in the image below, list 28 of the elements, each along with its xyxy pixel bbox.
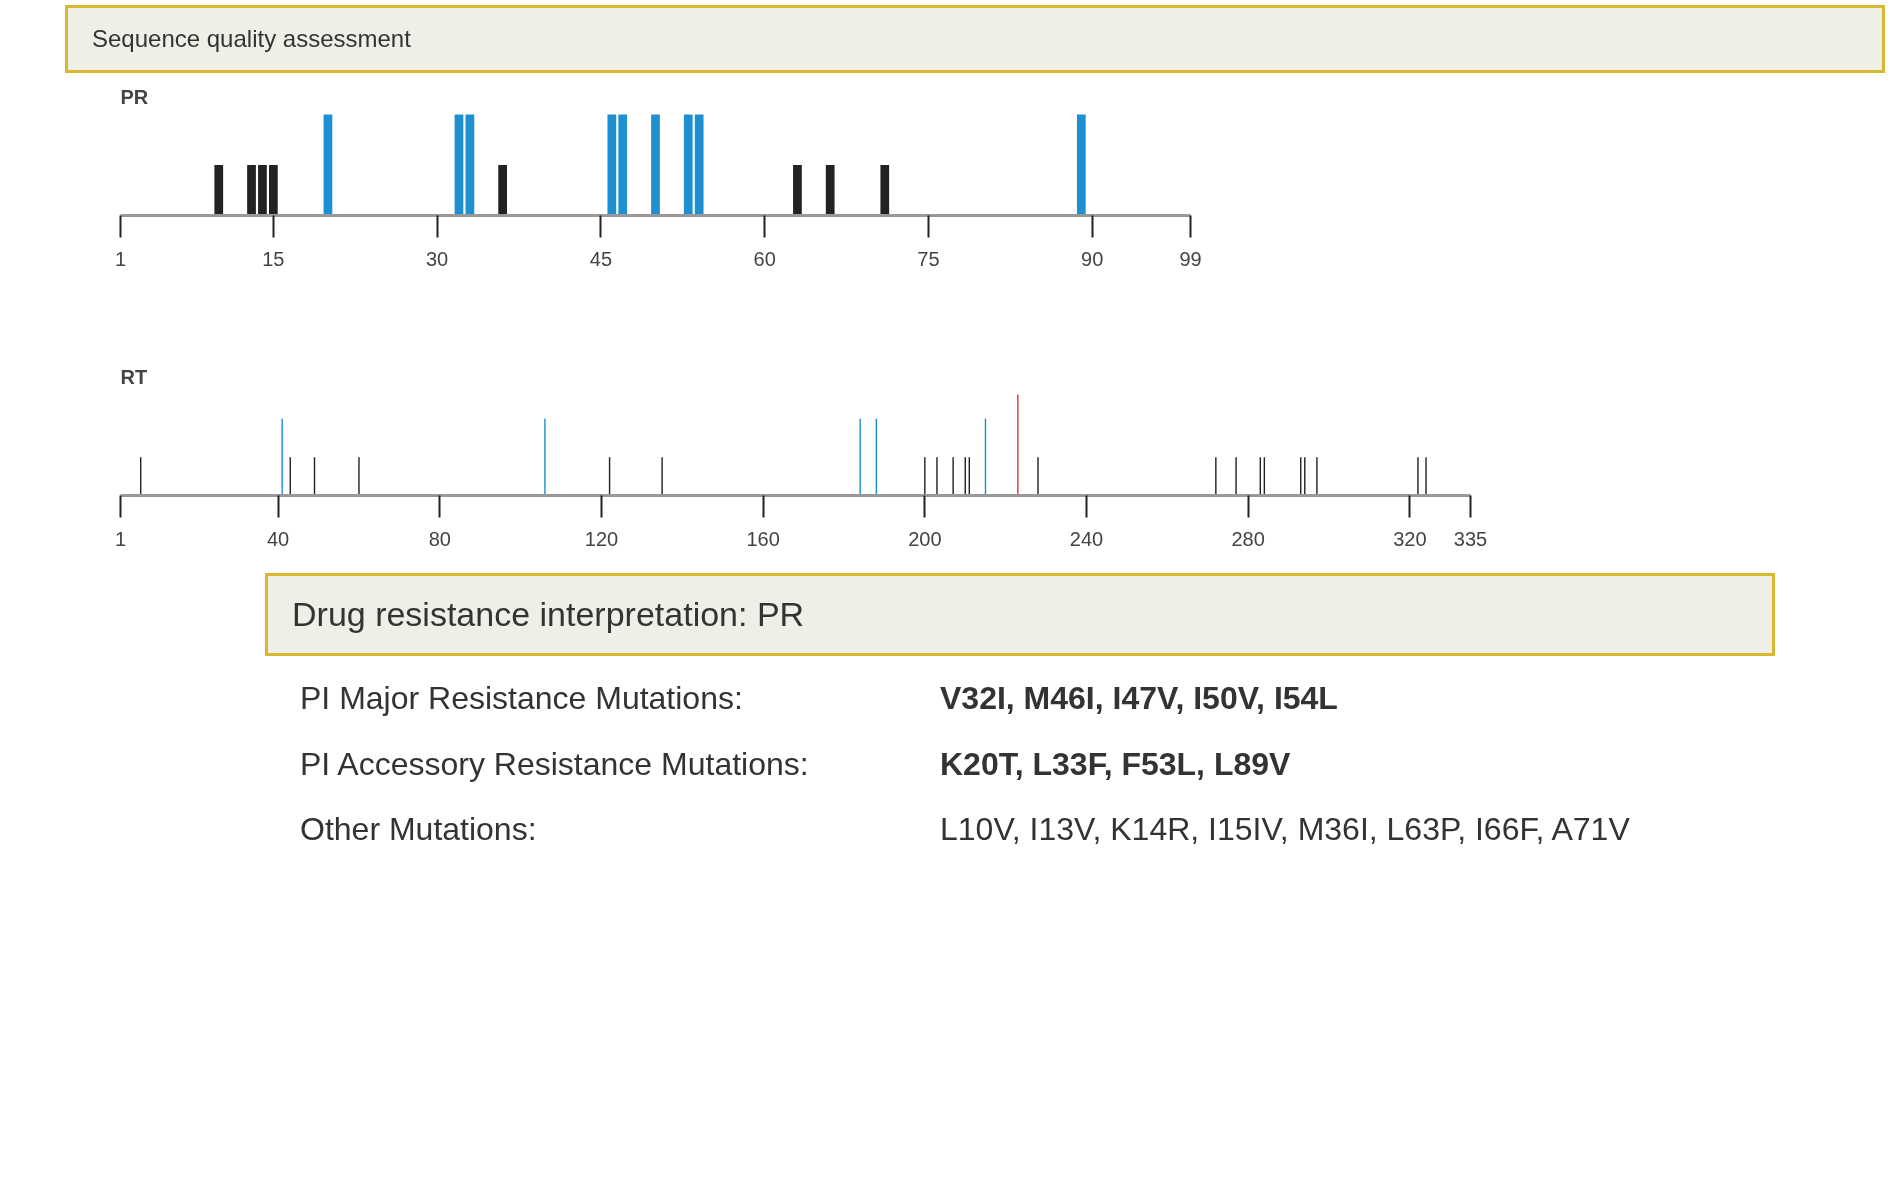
text: L10V, I13V, K14R, I15IV, M36I, L63P, I66F, A71V <box>940 810 1630 850</box>
x-tick-label: 90 <box>1081 247 1104 270</box>
x-tick-label: 280 <box>1231 527 1265 550</box>
text: Other Mutations: <box>300 810 538 850</box>
chart-title: RT <box>120 365 148 388</box>
x-tick-label: 30 <box>426 247 449 270</box>
chart-title: PR <box>120 85 149 108</box>
x-tick-label: 335 <box>1453 527 1488 550</box>
x-tick-label: 80 <box>428 527 451 550</box>
x-tick-label: 15 <box>262 247 285 270</box>
x-tick-label: 240 <box>1069 527 1104 550</box>
text: PI Major Resistance Mutations: <box>300 678 744 718</box>
text: V32I, M46I, I47V, I50V, I54L <box>940 678 1339 718</box>
x-tick-label: 320 <box>1393 527 1427 550</box>
text: Drug resistance interpretation: PR <box>292 594 805 636</box>
x-tick-label: 120 <box>584 527 619 550</box>
x-tick-label: 40 <box>267 527 290 550</box>
x-tick-label: 99 <box>1179 247 1202 270</box>
text: Sequence quality assessment <box>92 24 411 54</box>
x-tick-label: 200 <box>908 527 942 550</box>
x-tick-label: 1 <box>114 247 127 270</box>
x-tick-label: 45 <box>589 247 613 270</box>
x-tick-label: 1 <box>114 527 127 550</box>
text: K20T, L33F, F53L, L89V <box>940 744 1292 784</box>
text: PI Accessory Resistance Mutations: <box>300 744 810 784</box>
x-tick-label: 60 <box>753 247 776 270</box>
x-tick-label: 75 <box>917 247 940 270</box>
x-tick-label: 160 <box>746 527 780 550</box>
